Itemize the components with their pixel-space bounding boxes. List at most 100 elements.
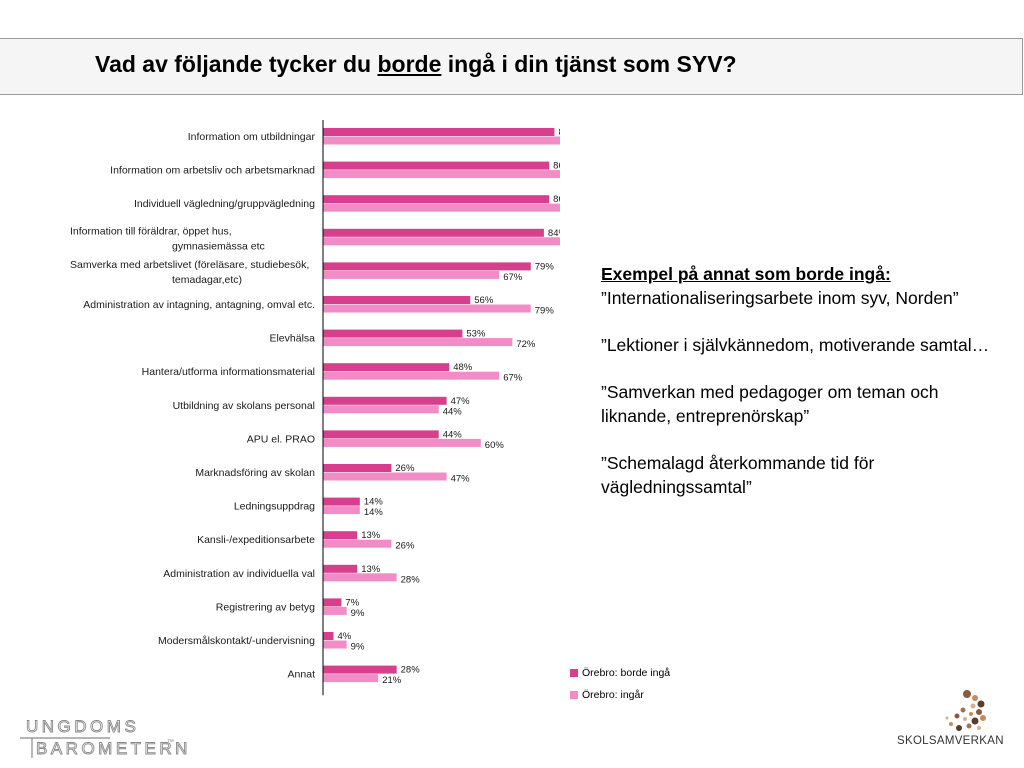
- bar-borde-inga: [323, 665, 397, 674]
- bar-ingar: [323, 170, 560, 179]
- bar-ingar: [323, 438, 481, 447]
- category-label: Annat: [288, 669, 316, 681]
- category-label: Individuell vägledning/gruppvägledning: [134, 198, 315, 210]
- examples-heading: Exempel på annat som borde ingå:: [601, 264, 891, 284]
- data-label: 21%: [382, 675, 402, 686]
- legend-item-series-2: Örebro: ingår: [570, 684, 670, 706]
- bar-borde-inga: [323, 598, 342, 607]
- title-text-after: ingå i din tjänst som SYV?: [441, 51, 737, 77]
- bar-ingar: [323, 136, 560, 145]
- data-label: 84%: [548, 228, 560, 239]
- logo-left-line1: UNGDOMS: [26, 717, 139, 736]
- data-label: 9%: [351, 642, 365, 653]
- skolsamverkan-mark-icon: [945, 690, 986, 731]
- title-text-before: Vad av följande tycker du: [95, 51, 378, 77]
- data-label: 56%: [474, 295, 494, 306]
- example-item-1: ”Internationaliseringsarbete inom syv, N…: [601, 288, 959, 308]
- examples-textbox: Exempel på annat som borde ingå: ”Intern…: [601, 262, 1001, 522]
- category-label: Information om arbetsliv och arbetsmarkn…: [110, 165, 315, 177]
- data-label: 44%: [443, 406, 463, 417]
- data-label: 72%: [516, 339, 536, 350]
- data-label: 53%: [466, 329, 486, 340]
- bar-borde-inga: [323, 128, 555, 136]
- bar-borde-inga: [323, 464, 392, 472]
- bar-borde-inga: [323, 564, 358, 573]
- data-label: 7%: [345, 597, 359, 608]
- legend-swatch-series-2: [570, 691, 578, 699]
- category-label: Hantera/utforma informationsmaterial: [142, 366, 315, 378]
- bar-borde-inga: [323, 329, 463, 338]
- data-label: 47%: [451, 474, 471, 485]
- bar-borde-inga: [323, 632, 334, 640]
- example-item-2: ”Lektioner i självkännedom, motiverande …: [601, 335, 990, 355]
- category-label: APU el. PRAO: [247, 433, 315, 445]
- bar-borde-inga: [323, 396, 447, 405]
- page-title: Vad av följande tycker du borde ingå i d…: [95, 51, 737, 78]
- logo-left-line2: BAROMETERN: [36, 739, 190, 758]
- bar-borde-inga: [323, 497, 360, 506]
- bar-ingar: [323, 606, 347, 615]
- data-label: 79%: [535, 261, 555, 272]
- bar-borde-inga: [323, 195, 550, 204]
- data-label: 13%: [361, 564, 381, 575]
- bar-ingar: [323, 539, 392, 548]
- bar-ingar: [323, 472, 447, 481]
- logo-right-text: SKOLSAMVERKAN: [897, 735, 1004, 747]
- category-label: Elevhälsa: [269, 333, 315, 345]
- data-label: 44%: [443, 429, 463, 440]
- bar-ingar: [323, 270, 500, 279]
- bar-borde-inga: [323, 296, 471, 304]
- bar-ingar: [323, 405, 439, 414]
- bar-ingar: [323, 237, 560, 246]
- data-label: 86%: [553, 194, 560, 205]
- category-label: Registrering av betyg: [216, 601, 315, 613]
- ungdomsbarometern-logo: UNGDOMS BAROMETERN ™: [20, 717, 190, 758]
- category-label: Marknadsföring av skolan: [195, 467, 315, 479]
- bar-borde-inga: [323, 228, 544, 237]
- category-label: Administration av individuella val: [163, 568, 315, 580]
- data-label: 88%: [558, 127, 560, 138]
- data-label: 60%: [485, 440, 505, 451]
- bar-borde-inga: [323, 363, 450, 372]
- chart-legend: Örebro: borde ingå Örebro: ingår: [570, 662, 670, 706]
- bar-chart: Information om utbildningar88%100%Inform…: [70, 120, 560, 696]
- data-label: 9%: [351, 608, 365, 619]
- data-label: 47%: [451, 396, 471, 407]
- bar-borde-inga: [323, 161, 550, 170]
- data-label: 26%: [395, 463, 415, 474]
- legend-label-series-1: Örebro: borde ingå: [582, 667, 671, 679]
- bar-borde-inga: [323, 430, 439, 439]
- legend-item-series-1: Örebro: borde ingå: [570, 662, 670, 684]
- category-label: Information om utbildningar: [188, 131, 316, 143]
- data-label: 28%: [401, 574, 421, 585]
- example-item-4: ”Schemalagd återkommande tid för vägledn…: [601, 453, 875, 497]
- bar-ingar: [323, 338, 513, 347]
- legend-swatch-series-1: [570, 669, 578, 677]
- category-label: Utbildning av skolans personal: [173, 400, 315, 412]
- data-label: 86%: [553, 161, 560, 172]
- category-label: Samverka med arbetslivet (föreläsare, st…: [70, 259, 309, 286]
- data-label: 79%: [535, 306, 555, 317]
- bar-ingar: [323, 640, 347, 649]
- skolsamverkan-logo: SKOLSAMVERKAN: [897, 690, 1004, 747]
- data-label: 13%: [361, 530, 381, 541]
- bar-ingar: [323, 304, 531, 313]
- data-label: 4%: [338, 631, 352, 642]
- bar-ingar: [323, 674, 379, 683]
- bar-borde-inga: [323, 531, 358, 540]
- category-label: Ledningsuppdrag: [234, 501, 315, 513]
- bar-ingar: [323, 203, 560, 212]
- category-label: Information till föräldrar, öppet hus, gy…: [70, 225, 265, 252]
- logo-left-tm: ™: [167, 739, 174, 746]
- category-label: Modersmålskontakt/-undervisning: [158, 635, 315, 647]
- title-text-underlined: borde: [377, 51, 442, 77]
- data-label: 48%: [453, 362, 473, 373]
- category-label: Kansli-/expeditionsarbete: [197, 534, 315, 546]
- example-item-3: ”Samverkan med pedagoger om teman och li…: [601, 382, 939, 426]
- data-label: 14%: [364, 507, 384, 518]
- bar-ingar: [323, 506, 360, 515]
- legend-label-series-2: Örebro: ingår: [582, 689, 644, 701]
- data-label: 28%: [401, 665, 421, 676]
- bar-ingar: [323, 573, 397, 582]
- data-label: 67%: [503, 272, 523, 283]
